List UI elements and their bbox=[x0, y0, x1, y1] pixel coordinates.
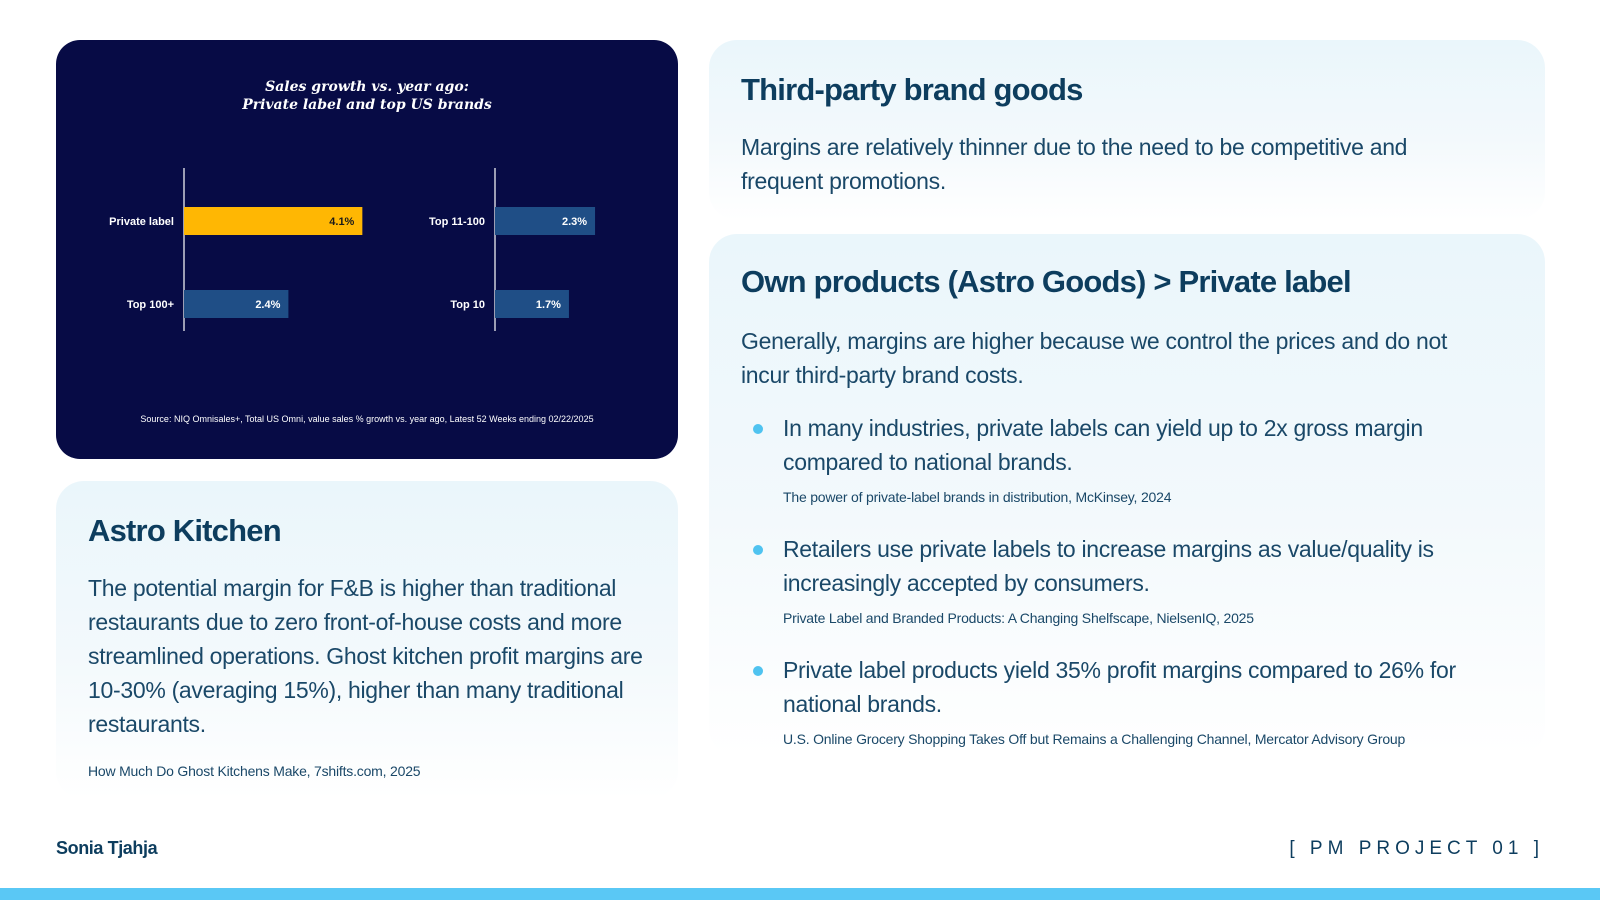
bullet-source: U.S. Online Grocery Shopping Takes Off b… bbox=[783, 731, 1406, 747]
third-party-card: Third-party brand goods Margins are rela… bbox=[709, 40, 1545, 220]
chart-bar bbox=[184, 290, 289, 318]
third-party-body: Margins are relatively thinner due to th… bbox=[741, 134, 1408, 194]
bullet-dot-icon bbox=[753, 424, 763, 434]
chart-title: Sales growth vs. year ago: Private label… bbox=[56, 78, 678, 114]
own-products-card: Own products (Astro Goods) > Private lab… bbox=[709, 234, 1545, 756]
project-label: [ PM PROJECT 01 ] bbox=[1289, 838, 1544, 859]
chart-category-label: Top 100+ bbox=[127, 299, 174, 311]
bullet-text: Private label products yield 35% profit … bbox=[783, 657, 1456, 717]
author-name: Sonia Tjahja bbox=[56, 838, 158, 858]
own-products-heading: Own products (Astro Goods) > Private lab… bbox=[741, 264, 1352, 299]
chart-bar bbox=[495, 207, 596, 235]
chart-category-label: Private label bbox=[109, 216, 174, 228]
chart-data-label: 2.3% bbox=[562, 216, 587, 228]
bottom-accent-bar bbox=[0, 888, 1600, 900]
chart-source: Source: NIQ Omnisales+, Total US Omni, v… bbox=[140, 414, 594, 424]
bullet-dot-icon bbox=[753, 666, 763, 676]
bullet-source: The power of private-label brands in dis… bbox=[783, 489, 1172, 505]
chart-category-label: Top 11-100 bbox=[429, 216, 485, 228]
astro-kitchen-body: The potential margin for F&B is higher t… bbox=[88, 575, 643, 737]
chart-data-label: 4.1% bbox=[329, 216, 354, 228]
bullet-text: In many industries, private labels can y… bbox=[783, 415, 1423, 475]
chart-bar bbox=[495, 290, 569, 318]
own-products-body: Generally, margins are higher because we… bbox=[741, 328, 1448, 388]
chart-data-label: 1.7% bbox=[536, 299, 561, 311]
bullet-text: Retailers use private labels to increase… bbox=[783, 536, 1434, 596]
astro-kitchen-heading: Astro Kitchen bbox=[88, 513, 282, 548]
chart-category-label: Top 10 bbox=[450, 299, 485, 311]
sales-growth-chart: Sales growth vs. year ago: Private label… bbox=[56, 40, 678, 459]
third-party-heading: Third-party brand goods bbox=[741, 72, 1083, 107]
chart-data-label: 2.4% bbox=[255, 299, 280, 311]
astro-kitchen-card: Astro Kitchen The potential margin for F… bbox=[56, 481, 678, 799]
chart-bar bbox=[184, 207, 363, 235]
bullet-source: Private Label and Branded Products: A Ch… bbox=[783, 610, 1254, 626]
chart-plot: Private label 4.1% Top 100+ 2.4% Top 11-100 2… bbox=[109, 168, 596, 331]
chart-title-line2: Private label and top US brands bbox=[242, 97, 492, 113]
bullet-dot-icon bbox=[753, 545, 763, 555]
chart-title-line1: Sales growth vs. year ago: bbox=[265, 79, 469, 95]
astro-kitchen-source: How Much Do Ghost Kitchens Make, 7shifts… bbox=[88, 763, 421, 779]
